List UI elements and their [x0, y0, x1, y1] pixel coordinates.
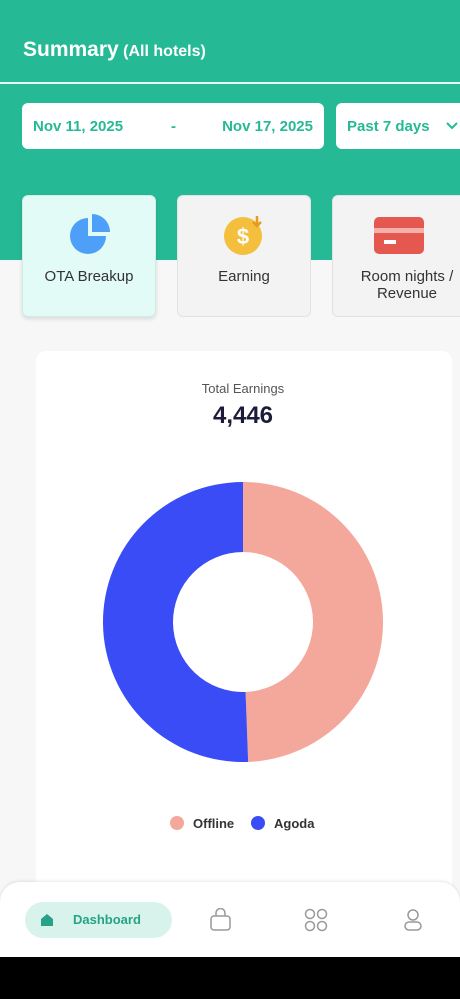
- pie-icon: [70, 214, 110, 254]
- date-range[interactable]: Nov 11, 2025 - Nov 17, 2025: [22, 103, 324, 149]
- tab-label: Room nights / Revenue: [360, 268, 454, 302]
- preset: Past 7 days: [347, 118, 430, 135]
- tab[interactable]: $ Earning: [177, 195, 311, 317]
- nav-dashboard[interactable]: Dashboard: [25, 902, 172, 938]
- subtitle: (All hotels): [123, 43, 206, 60]
- home-icon: [41, 914, 53, 926]
- preset-select[interactable]: Past 7 days: [336, 103, 460, 149]
- bottom-nav: Dashboard: [0, 882, 460, 957]
- nav-label: Dashboard: [73, 912, 141, 927]
- header: Summary (All hotels): [23, 38, 206, 62]
- grid-icon[interactable]: [304, 908, 328, 932]
- date-sep: -: [171, 118, 176, 135]
- divider: [0, 82, 460, 84]
- title: Summary: [23, 38, 119, 61]
- legend-label: Offline: [193, 816, 234, 831]
- tab[interactable]: Room nights / Revenue: [332, 195, 460, 317]
- chart-card: Total Earnings 4,446 Offline Agoda: [36, 351, 452, 911]
- legend-swatch: [170, 816, 184, 830]
- earning-icon: $: [224, 216, 262, 255]
- card-icon: [374, 217, 424, 254]
- legend-swatch: [251, 816, 265, 830]
- tab-label: OTA Breakup: [44, 268, 134, 285]
- tab[interactable]: OTA Breakup: [22, 195, 156, 317]
- donut-slice: [103, 482, 249, 762]
- chart: Total Earnings 4,446 Offline Agoda: [103, 381, 384, 831]
- tab-label: Earning: [218, 268, 270, 285]
- chart-title: Total Earnings: [202, 381, 285, 396]
- app: Summary (All hotels) Nov 11, 2025 - Nov …: [0, 0, 460, 957]
- svg-text:$: $: [237, 224, 249, 249]
- total: 4,446: [213, 402, 273, 429]
- legend-label: Agoda: [274, 816, 315, 831]
- chevron: [446, 122, 458, 130]
- date-end: Nov 17, 2025: [222, 118, 313, 135]
- date-start: Nov 11, 2025: [33, 118, 124, 135]
- user-icon[interactable]: [402, 908, 424, 932]
- donut-slice: [243, 482, 384, 762]
- bag-icon[interactable]: [209, 908, 233, 932]
